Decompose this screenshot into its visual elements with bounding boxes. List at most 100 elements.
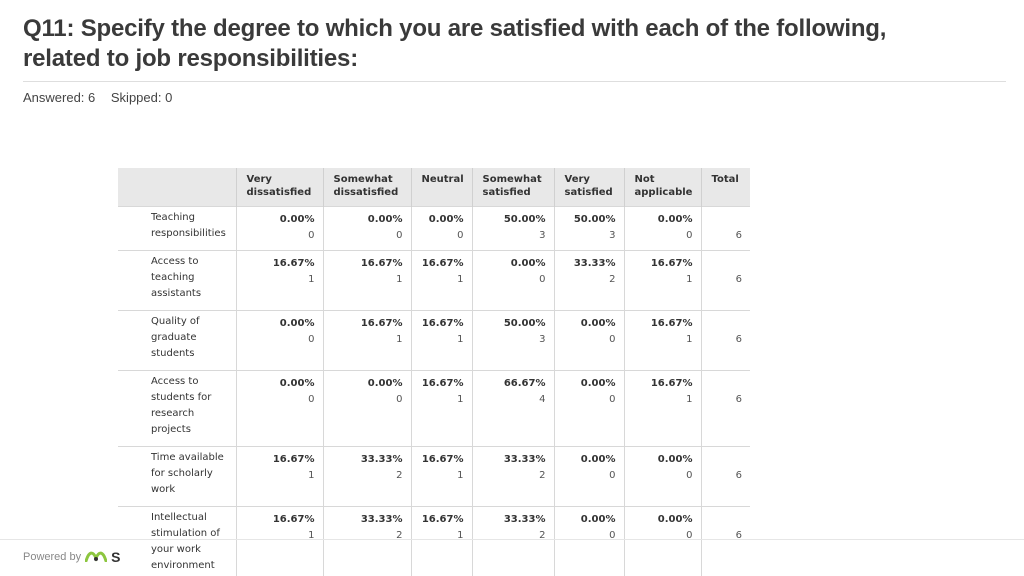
answered-count: Answered: 6 (23, 90, 96, 105)
count-value: 1 (457, 470, 464, 481)
row-label: Access to students for research projects (118, 370, 236, 447)
count-value: 0 (609, 394, 616, 405)
percent-value: 16.67% (272, 514, 315, 525)
data-cell: 0.00% 0 (553, 370, 624, 447)
table-body: Teaching responsibilities 0.00% 0 0.00% 0 0.0… (118, 206, 750, 576)
brand-text[interactable]: S (111, 549, 121, 565)
results-table-container: Very dissatisfied Somewhat dissatisfied … (118, 168, 750, 576)
count-value: 0 (609, 470, 616, 481)
data-cell: 33.33% 2 (322, 446, 411, 507)
percent-value: 16.67% (421, 318, 464, 329)
percent-value: 33.33% (360, 514, 403, 525)
percent-value: 16.67% (272, 258, 315, 269)
table-row: Quality of graduate students 0.00% 0 16.67%… (118, 310, 750, 371)
percent-value: 0.00% (279, 214, 315, 225)
table-row: Intellectual stimulation of your work en… (118, 506, 750, 576)
percent-value: 50.00% (503, 214, 546, 225)
percent-value: 33.33% (573, 258, 616, 269)
count-value: 2 (396, 470, 403, 481)
count-value: 0 (686, 230, 693, 241)
table-row: Teaching responsibilities 0.00% 0 0.00% 0 0.0… (118, 206, 750, 251)
data-cell: 33.33% 2 (553, 250, 624, 311)
percent-value: 16.67% (360, 258, 403, 269)
data-cell: 0.00% 0 (235, 370, 323, 447)
count-value: 3 (539, 334, 546, 345)
data-cell: 16.67% 1 (623, 250, 701, 311)
percent-value: 0.00% (580, 318, 616, 329)
count-value: 1 (308, 470, 315, 481)
percent-value: 16.67% (421, 454, 464, 465)
data-cell: 16.67% 1 (410, 506, 472, 576)
count-value: 3 (609, 230, 616, 241)
row-label: Access to teaching assistants (118, 250, 236, 311)
data-cell: 16.67% 1 (235, 446, 323, 507)
data-cell: 33.33% 2 (471, 506, 554, 576)
data-cell: 16.67% 1 (322, 310, 411, 371)
data-cell: 0.00% 0 (322, 370, 411, 447)
count-value: 0 (396, 394, 403, 405)
data-cell: 0.00% 0 (623, 506, 701, 576)
data-cell: 0.00% 0 (235, 206, 323, 251)
percent-value: 16.67% (421, 258, 464, 269)
percent-value: 0.00% (580, 514, 616, 525)
percent-value: 0.00% (657, 514, 693, 525)
data-cell: 0.00% 0 (235, 310, 323, 371)
count-value: 4 (539, 394, 546, 405)
data-cell: 66.67% 4 (471, 370, 554, 447)
percent-value: 33.33% (503, 514, 546, 525)
row-total: 6 (700, 506, 750, 576)
data-cell: 16.67% 1 (623, 310, 701, 371)
count-value: 1 (308, 530, 315, 541)
count-value: 1 (308, 274, 315, 285)
count-value: 1 (457, 530, 464, 541)
count-value: 0 (308, 230, 315, 241)
footer-divider (0, 539, 1024, 540)
surveymonkey-logo-icon[interactable] (84, 550, 108, 565)
percent-value: 0.00% (279, 378, 315, 389)
data-cell: 33.33% 2 (471, 446, 554, 507)
row-label: Intellectual stimulation of your work en… (118, 506, 236, 576)
count-value: 1 (457, 274, 464, 285)
column-header: Very satisfied (553, 168, 624, 207)
count-value: 1 (396, 274, 403, 285)
row-label: Quality of graduate students (118, 310, 236, 371)
response-stats: Answered: 6 Skipped: 0 (23, 90, 184, 105)
data-cell: 0.00% 0 (553, 310, 624, 371)
data-cell: 50.00% 3 (553, 206, 624, 251)
count-value: 0 (609, 530, 616, 541)
count-value: 3 (539, 230, 546, 241)
percent-value: 33.33% (360, 454, 403, 465)
count-value: 2 (539, 470, 546, 481)
count-value: 1 (686, 334, 693, 345)
question-title: Q11: Specify the degree to which you are… (23, 15, 887, 72)
count-value: 0 (457, 230, 464, 241)
count-value: 1 (396, 334, 403, 345)
count-value: 0 (308, 334, 315, 345)
column-header: Very dissatisfied (235, 168, 323, 207)
row-total: 6 (700, 310, 750, 371)
percent-value: 0.00% (510, 258, 546, 269)
row-total: 6 (700, 370, 750, 447)
data-cell: 16.67% 1 (623, 370, 701, 447)
data-cell: 16.67% 1 (410, 250, 472, 311)
count-value: 1 (457, 394, 464, 405)
data-cell: 50.00% 3 (471, 206, 554, 251)
percent-value: 0.00% (279, 318, 315, 329)
row-total: 6 (700, 206, 750, 251)
data-cell: 50.00% 3 (471, 310, 554, 371)
data-cell: 33.33% 2 (322, 506, 411, 576)
percent-value: 0.00% (657, 454, 693, 465)
count-value: 2 (539, 530, 546, 541)
count-value: 0 (686, 470, 693, 481)
header-blank (118, 168, 236, 207)
count-value: 1 (457, 334, 464, 345)
data-cell: 0.00% 0 (553, 446, 624, 507)
percent-value: 16.67% (272, 454, 315, 465)
percent-value: 16.67% (421, 378, 464, 389)
percent-value: 16.67% (360, 318, 403, 329)
count-value: 2 (609, 274, 616, 285)
data-cell: 0.00% 0 (322, 206, 411, 251)
data-cell: 0.00% 0 (623, 206, 701, 251)
data-cell: 16.67% 1 (235, 250, 323, 311)
